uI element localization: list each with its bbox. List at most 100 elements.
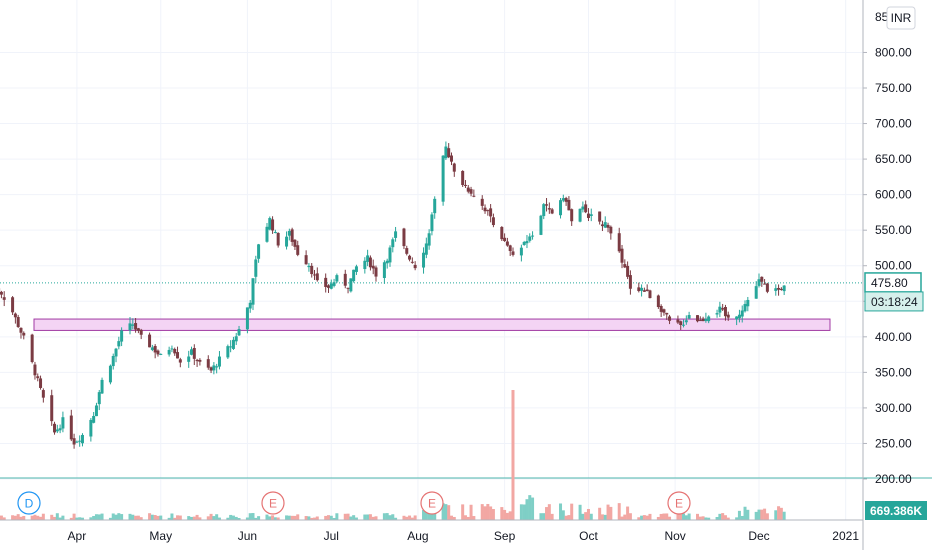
candle-body	[307, 265, 311, 268]
volume-bar	[581, 513, 585, 520]
candle-body	[209, 367, 213, 371]
volume-bar	[53, 516, 57, 520]
candle-body	[545, 204, 549, 206]
volume-bar	[120, 514, 124, 520]
candle-body	[737, 314, 741, 319]
candle-body	[606, 224, 610, 228]
candle-body	[30, 334, 34, 362]
volume-bar	[774, 510, 778, 520]
earnings-marker[interactable]: E	[261, 491, 285, 515]
volume-bar	[352, 515, 356, 520]
volume-bar	[782, 511, 786, 520]
earnings-marker-circle	[420, 491, 444, 515]
volume-bar	[268, 516, 272, 520]
candle-body	[449, 155, 453, 162]
candle-body	[626, 265, 630, 277]
dividend-marker[interactable]: D	[17, 491, 41, 515]
candle-body	[598, 211, 602, 222]
candle-body	[343, 273, 347, 286]
volume-bar	[600, 514, 604, 520]
candle-body	[637, 287, 641, 292]
candle-body	[433, 198, 437, 214]
candle-body	[237, 329, 241, 336]
candle-body	[777, 287, 781, 290]
candle-body	[382, 262, 386, 278]
earnings-marker[interactable]: E	[667, 491, 691, 515]
candle-body	[480, 198, 484, 206]
candle-body	[150, 347, 154, 350]
support-zone-rectangle[interactable]	[33, 318, 831, 331]
candle-body	[206, 359, 210, 368]
volume-bar	[89, 517, 93, 520]
candle-body	[410, 261, 414, 263]
volume-bar	[586, 508, 590, 520]
candle-body	[447, 148, 451, 158]
candle-body	[687, 315, 691, 319]
volume-bar	[271, 515, 275, 520]
volume-bar	[547, 504, 551, 520]
top-tick-partial: 85	[875, 10, 889, 24]
volume-bar	[676, 514, 680, 520]
volume-bar	[343, 513, 347, 520]
countdown-tag: 03:18:24	[864, 291, 924, 312]
currency-badge[interactable]: INR	[886, 6, 916, 30]
candle-body	[486, 210, 490, 212]
candle-body	[332, 282, 336, 286]
earnings-marker[interactable]: E	[420, 491, 444, 515]
candle-body	[391, 239, 395, 248]
candle-body	[215, 366, 219, 368]
volume-bar	[178, 515, 182, 520]
volume-bar	[413, 515, 417, 520]
volume-bar	[539, 513, 543, 520]
candle-body	[19, 327, 23, 333]
candle-body	[159, 353, 163, 355]
candle-body	[69, 415, 73, 440]
candle-body	[564, 198, 568, 202]
candle-body	[511, 251, 515, 255]
candle-body	[430, 214, 434, 232]
price-axis[interactable]: 200.00250.00300.00350.00400.00450.00500.…	[863, 45, 912, 486]
volume-bar	[779, 507, 783, 520]
candle-body	[276, 232, 280, 246]
candle-body	[586, 213, 590, 218]
volume-bar	[304, 516, 308, 520]
candle-body	[735, 316, 739, 320]
candle-body	[148, 334, 152, 348]
volume-bar	[108, 517, 112, 520]
volume-bar	[55, 513, 59, 520]
earnings-marker-circle	[261, 491, 285, 515]
candle-body	[187, 356, 191, 362]
volume-bar	[94, 514, 98, 520]
candle-body	[505, 241, 509, 246]
volume-bar	[735, 517, 739, 520]
time-axis[interactable]: Apr May Jun Jul Aug Sep Oct Nov Dec 2021	[0, 519, 863, 543]
candle-body	[427, 233, 431, 246]
volume-bar	[777, 506, 781, 520]
volume-bar	[682, 513, 686, 520]
candle-body	[61, 417, 65, 429]
candle-body	[648, 290, 652, 299]
volume-bar	[329, 515, 333, 520]
volume-bar	[374, 516, 378, 520]
volume-bar	[606, 504, 610, 520]
candle-body	[388, 247, 392, 263]
candle-body	[603, 222, 607, 228]
candle-body	[715, 313, 719, 315]
candle-body	[2, 297, 6, 300]
volume-bar	[687, 513, 691, 520]
volume-bar	[131, 514, 135, 520]
volume-tag-label: 669.386K	[870, 504, 922, 518]
volume-bar	[293, 515, 297, 520]
candle-body	[22, 332, 26, 336]
candle-body	[589, 214, 593, 216]
volume-bar	[620, 516, 624, 520]
candle-body	[226, 346, 230, 358]
volume-bar	[740, 515, 744, 520]
volume-bar	[723, 515, 727, 520]
volume-bar	[13, 515, 17, 520]
candle-body	[234, 336, 238, 342]
volume-bar	[617, 503, 621, 520]
volume-bar	[461, 504, 465, 520]
volume-bar	[491, 509, 495, 520]
